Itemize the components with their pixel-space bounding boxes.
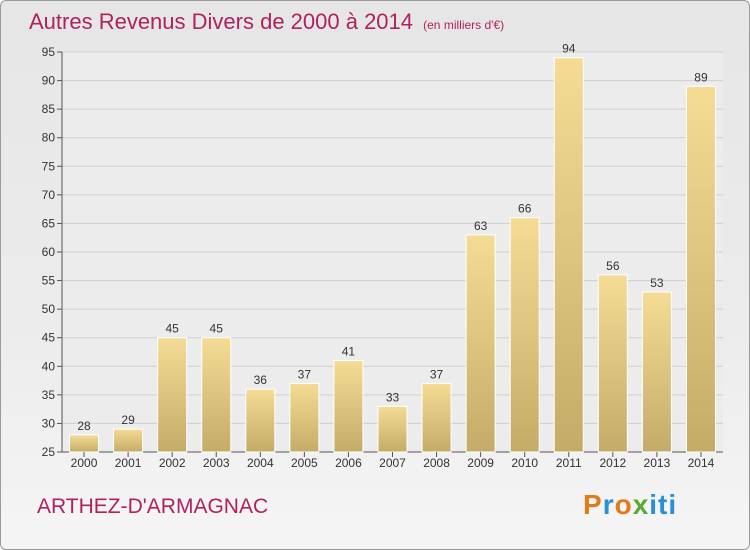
y-tick-label: 90 <box>42 74 56 88</box>
bar <box>69 434 100 453</box>
x-tick-label: 2005 <box>291 456 318 470</box>
y-tick-label: 65 <box>42 216 56 230</box>
bar <box>553 57 584 453</box>
x-tick-label: 2002 <box>159 456 186 470</box>
bar <box>465 234 496 453</box>
data-label: 28 <box>77 419 91 433</box>
x-tick-label: 2013 <box>644 456 671 470</box>
y-tick-label: 45 <box>42 331 56 345</box>
data-label: 94 <box>562 42 576 56</box>
data-label: 45 <box>210 322 224 336</box>
chart-title: Autres Revenus Divers de 2000 à 2014 (en… <box>29 9 504 35</box>
bar <box>333 360 364 453</box>
data-label: 41 <box>342 345 356 359</box>
proxiti-logo: Proxiti <box>583 489 678 520</box>
x-tick-label: 2001 <box>115 456 142 470</box>
y-tick-label: 60 <box>42 245 56 259</box>
data-label: 33 <box>386 390 400 404</box>
y-tick-label: 35 <box>42 388 56 402</box>
bar <box>201 337 232 453</box>
bar <box>641 291 672 453</box>
y-tick-label: 70 <box>42 188 56 202</box>
y-tick-label: 50 <box>42 302 56 316</box>
chart-subtitle: (en milliers d'€) <box>423 18 505 32</box>
y-tick-label: 40 <box>42 359 56 373</box>
data-label: 63 <box>474 219 488 233</box>
x-tick-label: 2008 <box>423 456 450 470</box>
bar <box>377 405 408 453</box>
x-tick-label: 2011 <box>556 456 582 470</box>
x-tick-label: 2006 <box>335 456 362 470</box>
location-label: ARTHEZ-D'ARMAGNAC <box>37 495 269 518</box>
y-tick-label: 80 <box>42 131 56 145</box>
data-label: 89 <box>694 70 708 84</box>
y-tick-label: 25 <box>42 445 56 459</box>
x-tick-label: 2003 <box>203 456 230 470</box>
bar <box>597 274 628 453</box>
data-label: 36 <box>254 373 268 387</box>
data-label: 66 <box>518 202 532 216</box>
x-tick-label: 2010 <box>511 456 538 470</box>
bar <box>509 217 540 453</box>
y-tick-label: 95 <box>42 45 56 59</box>
data-label: 37 <box>298 367 312 381</box>
data-label: 29 <box>121 413 135 427</box>
y-tick-label: 85 <box>42 102 56 116</box>
x-tick-label: 2009 <box>467 456 494 470</box>
x-tick-label: 2007 <box>379 456 406 470</box>
x-tick-label: 2012 <box>599 456 626 470</box>
y-tick-label: 55 <box>42 274 56 288</box>
bar <box>421 382 452 453</box>
x-tick-label: 2004 <box>247 456 274 470</box>
bar <box>245 388 276 453</box>
bar <box>289 382 320 453</box>
data-label: 53 <box>650 276 664 290</box>
x-tick-label: 2000 <box>71 456 98 470</box>
data-label: 37 <box>430 367 444 381</box>
bar <box>113 428 144 453</box>
bar <box>685 85 716 453</box>
y-tick-label: 30 <box>42 416 56 430</box>
chart-title-text: Autres Revenus Divers de 2000 à 2014 <box>29 9 414 34</box>
bar <box>157 337 188 453</box>
data-label: 45 <box>165 322 179 336</box>
x-tick-label: 2014 <box>688 456 715 470</box>
y-tick-label: 75 <box>42 159 56 173</box>
data-label: 56 <box>606 259 620 273</box>
